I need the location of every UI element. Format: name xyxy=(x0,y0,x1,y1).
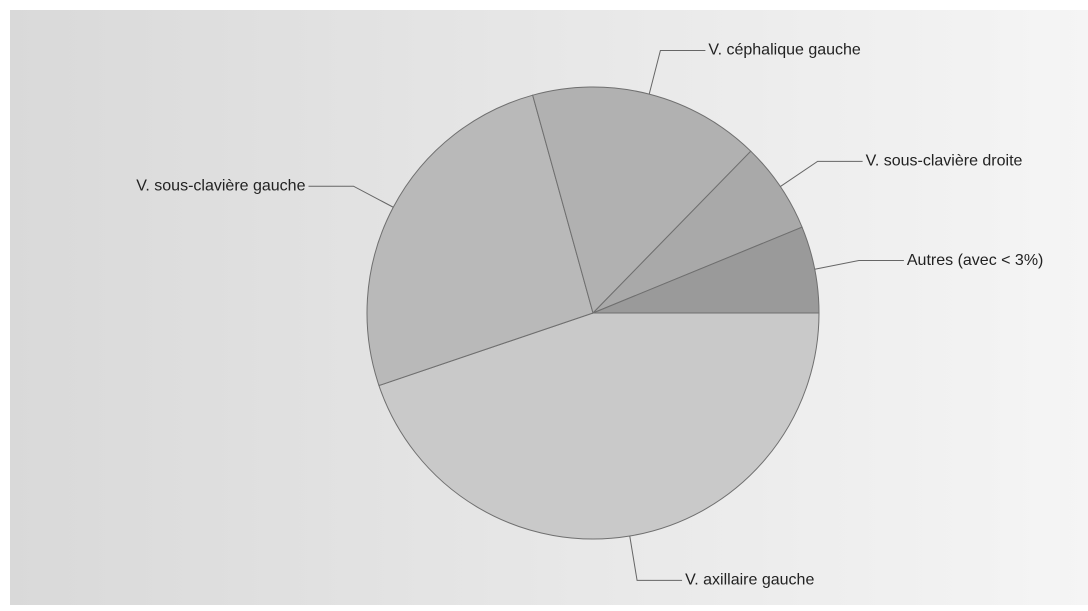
pie-slice xyxy=(592,226,820,314)
slice-label: Autres (avec < 3%) xyxy=(907,252,1043,269)
leader-line xyxy=(308,185,394,208)
leader-line xyxy=(629,535,683,581)
pie-slice xyxy=(378,312,820,540)
pie-slice xyxy=(532,86,752,314)
slice-label: V. axillaire gauche xyxy=(685,572,814,589)
pie-slice xyxy=(366,94,594,387)
slice-label: V. sous-clavière droite xyxy=(866,153,1023,170)
leader-line xyxy=(780,160,863,187)
leader-line xyxy=(814,260,904,270)
slice-label: V. sous-clavière gauche xyxy=(136,177,305,194)
leader-line xyxy=(648,50,706,95)
slice-label: V. céphalique gauche xyxy=(708,42,861,59)
